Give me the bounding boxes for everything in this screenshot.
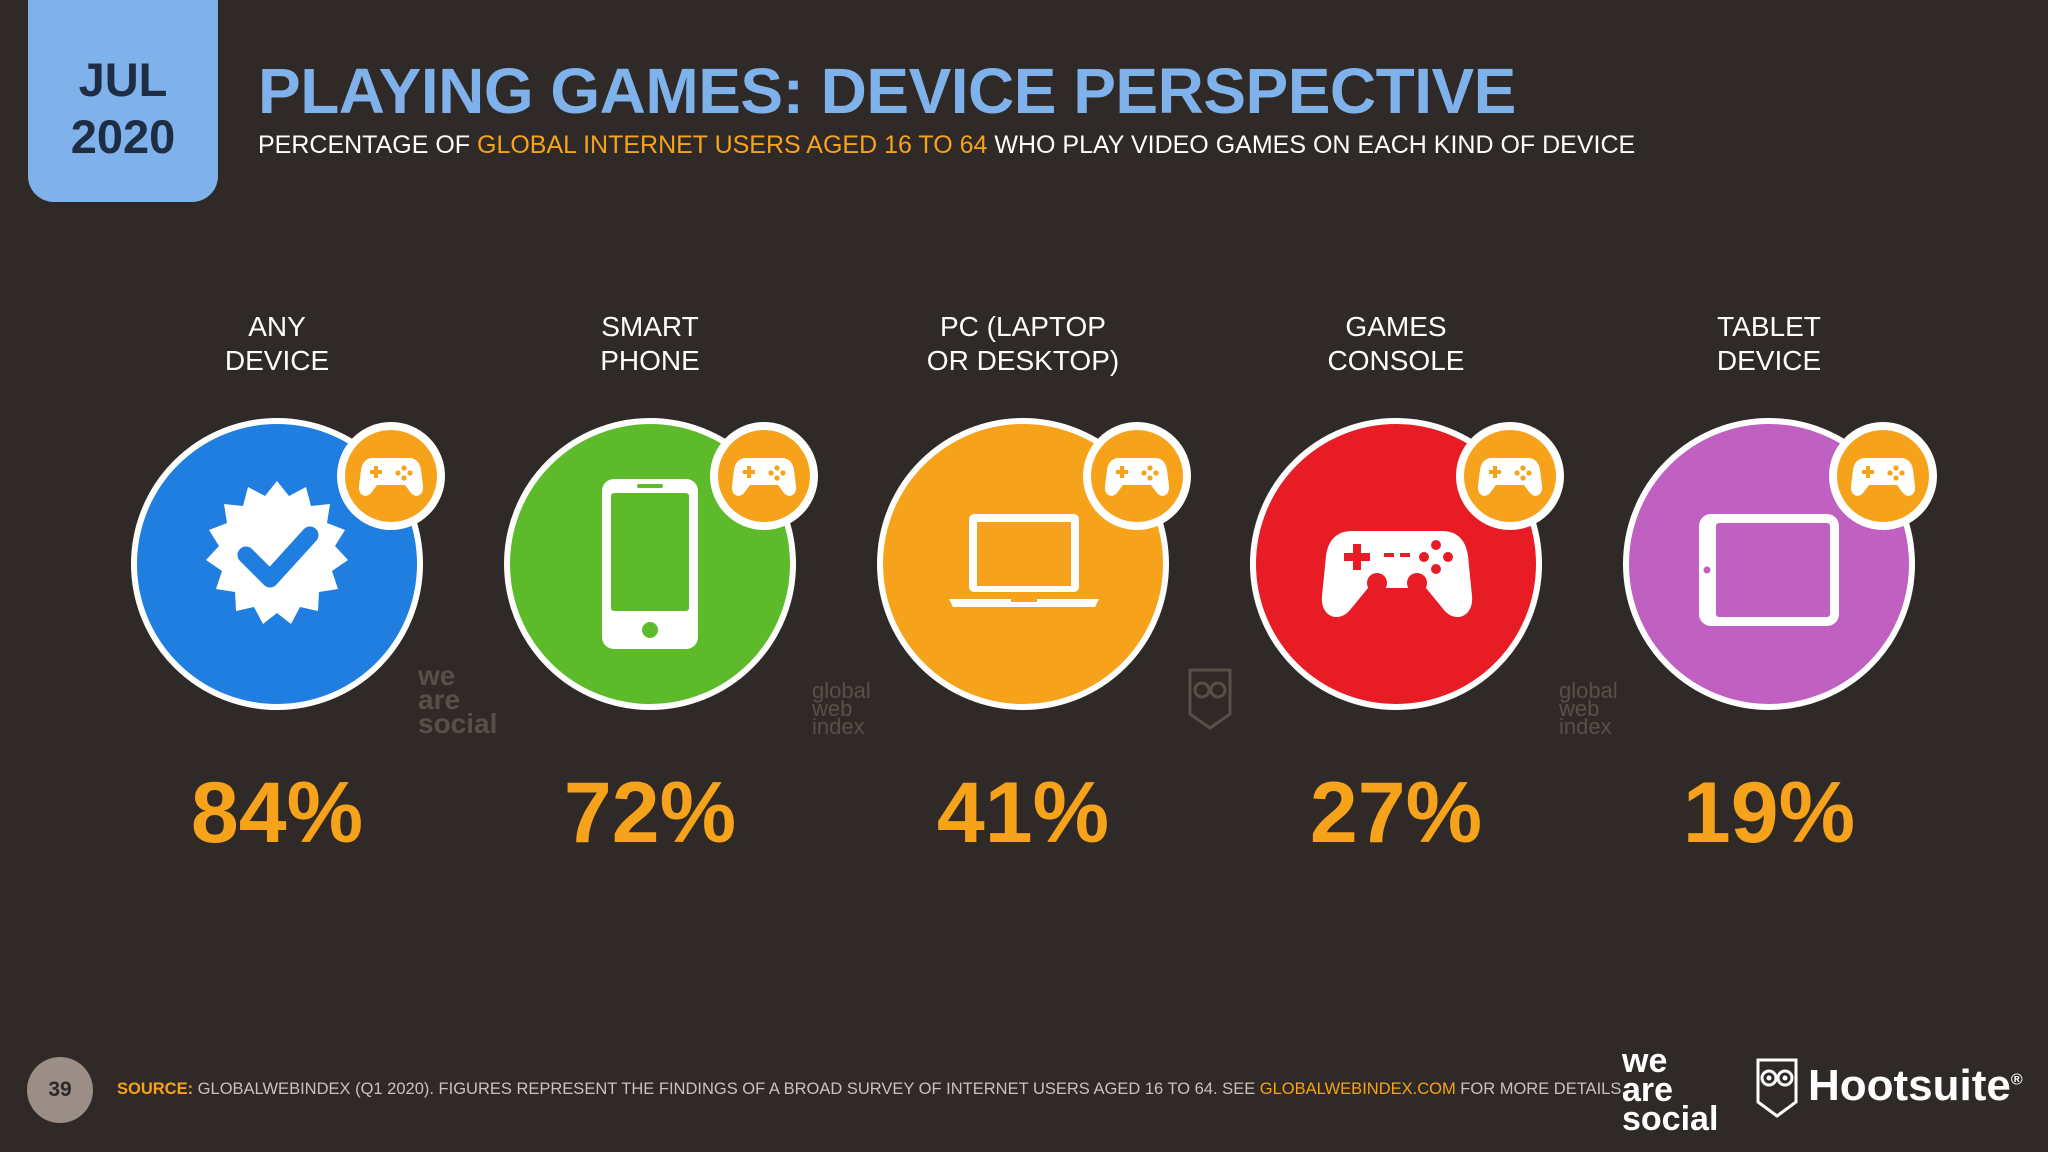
device-circle bbox=[1623, 418, 1915, 710]
device-label-line2: DEVICE bbox=[1716, 345, 1822, 376]
device-item-any: ANY DEVICE 84% bbox=[117, 300, 445, 920]
subtitle-suffix: WHO PLAY VIDEO GAMES ON EACH KIND OF DEV… bbox=[987, 131, 1636, 159]
game-controller-icon bbox=[1321, 531, 1473, 618]
page-subtitle: PERCENTAGE OF GLOBAL INTERNET USERS AGED… bbox=[258, 131, 1635, 160]
device-label-line2: CONSOLE bbox=[1327, 345, 1465, 376]
page-title: PLAYING GAMES: DEVICE PERSPECTIVE bbox=[258, 55, 1516, 127]
device-label-line1: PC (LAPTOP bbox=[940, 311, 1106, 342]
watermark-globalwebindex: global web index bbox=[812, 678, 871, 739]
device-value: 27% bbox=[1309, 765, 1483, 861]
verified-check-icon bbox=[206, 481, 348, 624]
smartphone-icon bbox=[602, 479, 698, 649]
gamepad-icon bbox=[359, 458, 423, 496]
device-label-line1: TABLET bbox=[1717, 311, 1821, 342]
device-label-line2: PHONE bbox=[600, 345, 700, 376]
source-label: SOURCE: bbox=[117, 1080, 194, 1098]
device-label-line2: DEVICE bbox=[224, 345, 330, 376]
device-label: ANY DEVICE bbox=[117, 310, 437, 378]
watermark-globalwebindex: global web index bbox=[1559, 678, 1618, 739]
subtitle-prefix: PERCENTAGE OF bbox=[258, 131, 478, 159]
laptop-icon bbox=[949, 514, 1099, 607]
device-label: SMART PHONE bbox=[490, 310, 810, 378]
page-number: 39 bbox=[27, 1057, 93, 1123]
device-label-line1: ANY bbox=[248, 311, 306, 342]
hootsuite-owl-icon bbox=[1756, 1058, 1798, 1118]
gamepad-icon bbox=[1105, 458, 1169, 496]
watermark-hootsuite-owl-icon bbox=[1188, 668, 1232, 730]
device-item-console: GAMES CONSOLE 27% bbox=[1236, 300, 1564, 920]
device-label-line1: SMART bbox=[601, 311, 699, 342]
device-item-tablet: TABLET DEVICE 19% bbox=[1609, 300, 1937, 920]
device-label-line1: GAMES bbox=[1345, 311, 1447, 342]
gamepad-badge bbox=[710, 422, 818, 530]
gamepad-icon bbox=[1851, 458, 1915, 496]
gamepad-icon bbox=[732, 458, 796, 496]
gamepad-badge bbox=[1829, 422, 1937, 530]
device-label: TABLET DEVICE bbox=[1609, 310, 1929, 378]
source-tail: FOR MORE DETAILS. bbox=[1455, 1080, 1626, 1098]
date-month: JUL bbox=[78, 53, 168, 106]
source-text: GLOBALWEBINDEX (Q1 2020). FIGURES REPRES… bbox=[193, 1080, 1260, 1098]
source-link[interactable]: GLOBALWEBINDEX.COM bbox=[1259, 1080, 1456, 1098]
tablet-icon bbox=[1699, 514, 1839, 626]
device-value: 19% bbox=[1682, 765, 1856, 861]
device-label: PC (LAPTOP OR DESKTOP) bbox=[863, 310, 1183, 378]
device-value: 84% bbox=[190, 765, 364, 861]
hootsuite-logo: Hootsuite® bbox=[1808, 1061, 2023, 1110]
device-circle bbox=[877, 418, 1169, 710]
device-item-smartphone: SMART PHONE 72% bbox=[490, 300, 818, 920]
gamepad-badge bbox=[337, 422, 445, 530]
device-circle bbox=[504, 418, 796, 710]
device-item-pc: PC (LAPTOP OR DESKTOP) 41% bbox=[863, 300, 1191, 920]
device-label-line2: OR DESKTOP) bbox=[926, 345, 1120, 376]
subtitle-highlight: GLOBAL INTERNET USERS AGED 16 TO 64 bbox=[477, 131, 988, 159]
device-value: 72% bbox=[563, 765, 737, 861]
watermark-we-are-social: we are social bbox=[418, 660, 498, 739]
date-year: 2020 bbox=[70, 110, 176, 163]
gamepad-badge bbox=[1456, 422, 1564, 530]
gamepad-badge bbox=[1083, 422, 1191, 530]
date-badge: JUL 2020 bbox=[28, 0, 218, 202]
device-value: 41% bbox=[936, 765, 1110, 861]
device-label: GAMES CONSOLE bbox=[1236, 310, 1556, 378]
source-note: SOURCE: GLOBALWEBINDEX (Q1 2020). FIGURE… bbox=[117, 1080, 1626, 1099]
we-are-social-logo: we are social bbox=[1622, 1042, 1719, 1138]
gamepad-icon bbox=[1478, 458, 1542, 496]
